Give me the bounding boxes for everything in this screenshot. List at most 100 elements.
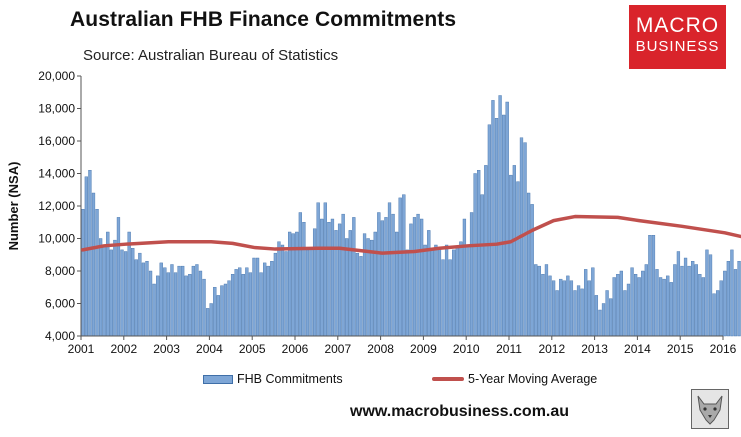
- bar: [102, 244, 106, 337]
- bar: [584, 269, 588, 337]
- bar: [163, 267, 167, 337]
- bar: [716, 290, 720, 337]
- bar: [444, 244, 449, 337]
- bar: [205, 308, 210, 337]
- logo-line-2: BUSINESS: [635, 38, 720, 55]
- bar: [594, 295, 599, 337]
- x-tick-label: 2010: [453, 342, 480, 356]
- x-tick-label: 2006: [282, 342, 309, 356]
- footer-url: www.macrobusiness.com.au: [350, 403, 570, 420]
- bar: [719, 280, 723, 337]
- bar: [673, 264, 677, 337]
- bar: [712, 293, 716, 337]
- bar: [441, 259, 445, 337]
- bar: [263, 262, 267, 337]
- bar: [480, 194, 484, 337]
- bar: [280, 244, 285, 337]
- bar: [655, 269, 659, 337]
- bar: [395, 231, 399, 337]
- bar: [509, 174, 513, 337]
- bar: [312, 228, 317, 337]
- bar: [566, 275, 570, 337]
- bar: [298, 212, 302, 337]
- bar: [455, 248, 459, 337]
- bar: [648, 235, 652, 337]
- x-tick-label: 2004: [196, 342, 223, 356]
- legend-label-moving-average: 5-Year Moving Average: [468, 372, 598, 386]
- bar: [405, 249, 409, 337]
- bar: [723, 270, 727, 337]
- bar: [355, 252, 360, 337]
- bar: [373, 231, 377, 337]
- x-tick-label: 2002: [110, 342, 137, 356]
- bar: [259, 272, 263, 337]
- bar: [138, 252, 142, 337]
- bar: [548, 275, 552, 337]
- bar: [591, 267, 595, 337]
- x-tick-label: 2015: [667, 342, 694, 356]
- bar: [120, 249, 124, 337]
- bar: [637, 277, 641, 337]
- bar: [156, 275, 160, 337]
- bar: [551, 280, 556, 337]
- legend-item-fhb-commitments: FHB Commitments: [203, 372, 343, 386]
- bar: [227, 280, 231, 337]
- bar: [737, 261, 741, 337]
- bar: [380, 220, 385, 337]
- bar: [255, 257, 260, 337]
- x-tick-label: 2008: [367, 342, 394, 356]
- wolf-logo: [691, 389, 729, 429]
- bar: [651, 235, 656, 337]
- bar: [277, 241, 281, 337]
- bar: [337, 223, 342, 337]
- bar: [633, 274, 638, 337]
- bar: [423, 244, 427, 337]
- bar: [666, 275, 670, 337]
- bar: [148, 270, 153, 337]
- bar: [387, 202, 392, 337]
- bar: [391, 213, 395, 337]
- x-tick-label: 2009: [410, 342, 437, 356]
- bar: [113, 239, 117, 337]
- bar: [188, 274, 192, 337]
- bar: [644, 264, 648, 337]
- bar: [694, 264, 698, 337]
- bar: [81, 209, 85, 337]
- y-tick-label: 10,000: [38, 232, 75, 246]
- bar: [601, 303, 606, 337]
- bar: [134, 259, 138, 337]
- bar: [352, 217, 356, 337]
- bar: [494, 118, 499, 337]
- x-tick-label: 2012: [538, 342, 565, 356]
- bar: [562, 280, 566, 337]
- bar: [427, 230, 431, 337]
- bar: [166, 272, 171, 337]
- y-tick-label: 18,000: [38, 102, 75, 116]
- bar: [505, 101, 509, 337]
- bar: [234, 269, 238, 337]
- logo-line-1: MACRO: [635, 14, 720, 37]
- bar: [580, 288, 584, 337]
- bar: [159, 262, 163, 337]
- bar: [701, 277, 706, 337]
- bar: [419, 218, 424, 337]
- bar: [409, 223, 413, 337]
- moving-average-line: [81, 214, 741, 255]
- bar: [284, 251, 288, 337]
- bar: [605, 290, 609, 337]
- bar: [116, 217, 121, 337]
- bar: [173, 272, 178, 337]
- bar: [612, 277, 616, 337]
- bar: [323, 202, 327, 337]
- bar: [191, 265, 195, 337]
- x-tick-label: 2014: [624, 342, 651, 356]
- bar: [412, 217, 417, 337]
- bar: [626, 283, 631, 337]
- y-axis-title: Number (NSA): [6, 162, 21, 251]
- bar: [573, 290, 577, 337]
- bar: [526, 192, 531, 337]
- bar: [252, 257, 256, 337]
- bar: [669, 282, 673, 337]
- y-tick-label: 20,000: [38, 69, 75, 83]
- bar: [555, 290, 559, 337]
